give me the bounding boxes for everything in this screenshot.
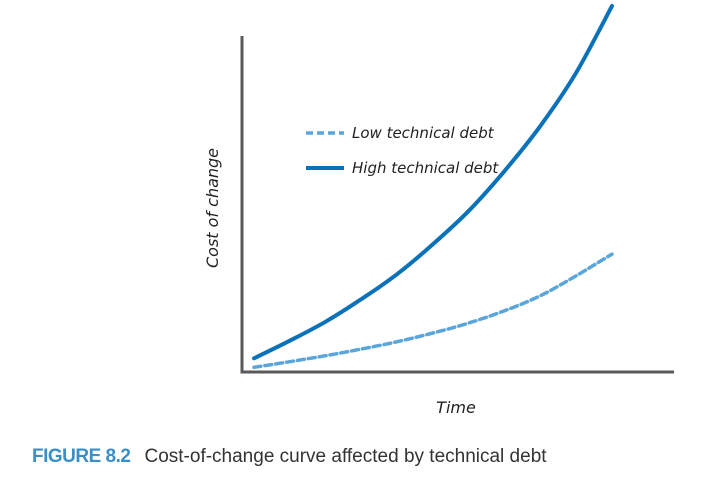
legend-item-high-technical-debt: High technical debt — [306, 159, 499, 177]
series-line-low-technical-debt — [252, 252, 614, 370]
series-line-high-technical-debt — [252, 4, 614, 361]
y-axis-label: Cost of change — [203, 148, 222, 268]
figure-number: FIGURE 8.2 — [32, 446, 131, 467]
legend: Low technical debt High technical debt — [306, 124, 499, 177]
legend-label-low-technical-debt: Low technical debt — [352, 124, 495, 142]
legend-label-high-technical-debt: High technical debt — [352, 159, 499, 177]
figure-caption-text: Cost-of-change curve affected by technic… — [144, 446, 547, 467]
series-layer — [252, 4, 614, 370]
figure-caption: FIGURE 8.2 Cost-of-change curve affected … — [32, 446, 547, 468]
legend-item-low-technical-debt: Low technical debt — [306, 124, 495, 142]
axes — [240, 36, 674, 374]
x-axis-label: Time — [436, 398, 476, 417]
